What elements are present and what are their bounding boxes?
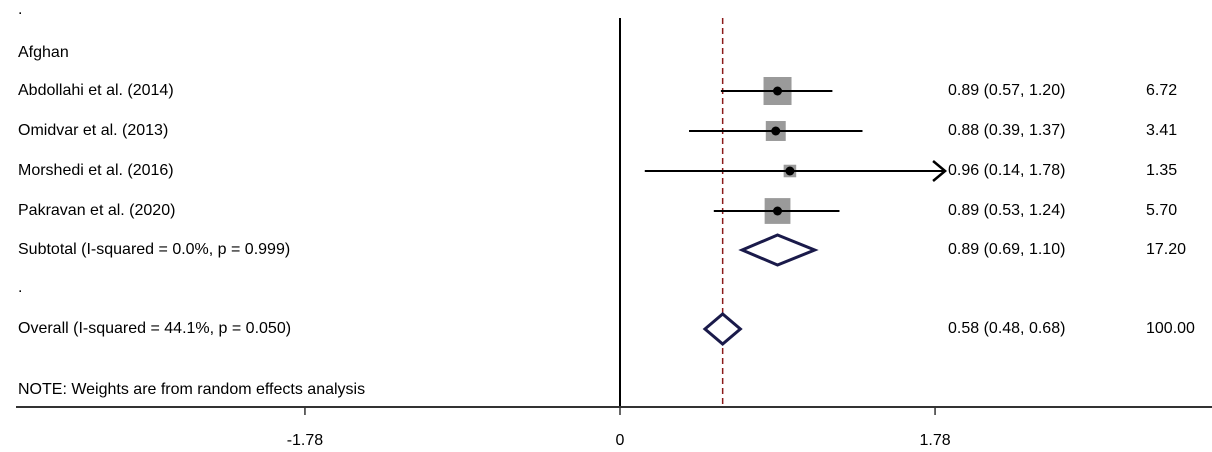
point-estimate bbox=[773, 86, 783, 96]
overall-ci-text: 0.58 (0.48, 0.68) bbox=[948, 320, 1066, 337]
subtotal-label: Subtotal (I-squared = 0.0%, p = 0.999) bbox=[18, 241, 291, 258]
weight-text: 3.41 bbox=[1146, 122, 1178, 139]
overall-label: Overall (I-squared = 44.1%, p = 0.050) bbox=[18, 320, 292, 337]
study-label: Omidvar et al. (2013) bbox=[18, 122, 169, 139]
x-tick-label: 1.78 bbox=[919, 432, 951, 449]
leading-dot: . bbox=[18, 1, 23, 18]
subtotal-ci-text: 0.89 (0.69, 1.10) bbox=[948, 241, 1066, 258]
subtotal-weight: 17.20 bbox=[1146, 241, 1187, 258]
overall-weight: 100.00 bbox=[1146, 320, 1195, 337]
point-estimate bbox=[785, 166, 795, 176]
overall-diamond bbox=[702, 312, 743, 346]
ci-text: 0.96 (0.14, 1.78) bbox=[948, 162, 1066, 179]
spacer-dot: . bbox=[18, 279, 23, 296]
x-tick-label: 0 bbox=[615, 432, 625, 449]
subtotal-diamond bbox=[738, 233, 819, 267]
point-estimate bbox=[771, 126, 781, 136]
weight-text: 6.72 bbox=[1146, 82, 1178, 99]
study-label: Abdollahi et al. (2014) bbox=[18, 82, 174, 99]
ci-arrow bbox=[932, 160, 948, 182]
ci-text: 0.88 (0.39, 1.37) bbox=[948, 122, 1066, 139]
point-estimate bbox=[773, 206, 783, 216]
weight-text: 5.70 bbox=[1146, 202, 1178, 219]
ci-text: 0.89 (0.53, 1.24) bbox=[948, 202, 1066, 219]
group-label: Afghan bbox=[18, 44, 69, 61]
weight-text: 1.35 bbox=[1146, 162, 1178, 179]
weights-note: NOTE: Weights are from random effects an… bbox=[18, 381, 366, 398]
study-label: Morshedi et al. (2016) bbox=[18, 162, 174, 179]
ci-text: 0.89 (0.57, 1.20) bbox=[948, 82, 1066, 99]
x-tick-label: -1.78 bbox=[286, 432, 324, 449]
study-label: Pakravan et al. (2020) bbox=[18, 202, 176, 219]
